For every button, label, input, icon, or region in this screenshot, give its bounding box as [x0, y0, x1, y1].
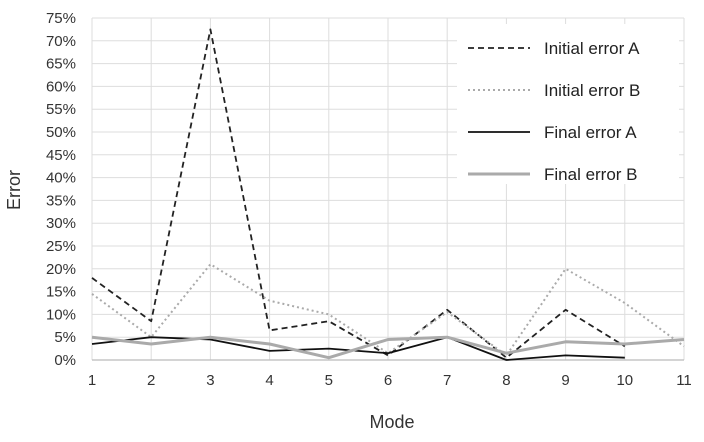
y-tick-label: 0% — [54, 352, 76, 369]
y-tick-label: 25% — [46, 238, 76, 255]
x-axis-title: Mode — [369, 412, 414, 432]
y-tick-label: 35% — [46, 192, 76, 209]
y-tick-label: 55% — [46, 101, 76, 118]
y-tick-label: 15% — [46, 284, 76, 301]
series-lines — [91, 28, 685, 361]
y-tick-label: 10% — [46, 306, 76, 323]
x-tick-label: 1 — [88, 372, 96, 389]
legend-label: Final error A — [544, 123, 637, 142]
x-axis-tick-labels: 1 2 3 4 5 6 7 8 9 10 11 — [88, 372, 692, 389]
x-tick-label: 10 — [616, 372, 633, 389]
x-tick-label: 6 — [384, 372, 392, 389]
y-tick-label: 5% — [54, 329, 76, 346]
y-axis-title: Error — [4, 170, 24, 210]
x-tick-label: 3 — [206, 372, 214, 389]
x-tick-label: 11 — [676, 372, 692, 389]
x-tick-label: 5 — [325, 372, 333, 389]
x-tick-label: 8 — [502, 372, 510, 389]
x-tick-label: 2 — [147, 372, 155, 389]
series-line-4 — [91, 335, 685, 360]
y-tick-label: 65% — [46, 56, 76, 73]
series-line-3 — [91, 336, 625, 361]
y-tick-label: 50% — [46, 124, 76, 141]
y-tick-label: 20% — [46, 261, 76, 278]
y-tick-label: 60% — [46, 78, 76, 95]
x-tick-label: 4 — [265, 372, 273, 389]
legend-label: Initial error A — [544, 39, 640, 58]
y-tick-label: 40% — [46, 170, 76, 187]
y-tick-label: 75% — [46, 10, 76, 27]
legend-label: Initial error B — [544, 81, 640, 100]
y-tick-label: 45% — [46, 147, 76, 164]
y-tick-label: 70% — [46, 33, 76, 50]
series-line-2 — [91, 263, 685, 357]
x-tick-label: 9 — [561, 372, 569, 389]
x-tick-label: 7 — [443, 372, 451, 389]
series-line-1 — [91, 28, 626, 359]
legend-background — [457, 24, 679, 184]
y-axis-tick-labels: 0% 5% 10% 15% 20% 25% 30% 35% 40% 45% 50% 55% 60% 65%… — [46, 10, 76, 369]
legend-label: Final error B — [544, 165, 638, 184]
y-tick-label: 30% — [46, 215, 76, 232]
legend: Initial error A Initial error B Final erro… — [468, 39, 640, 184]
